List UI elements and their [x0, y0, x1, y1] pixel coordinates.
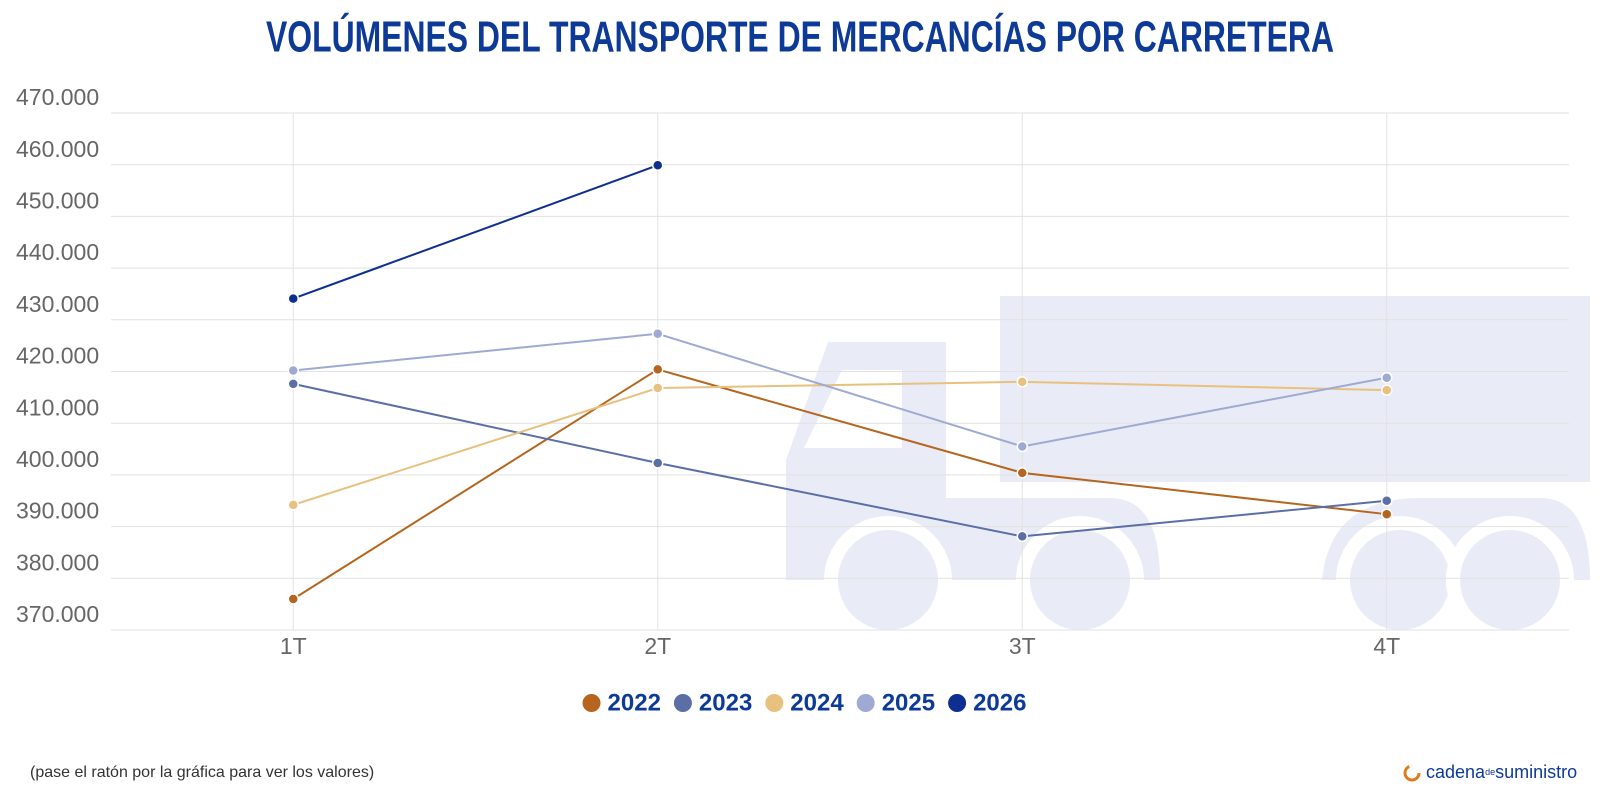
legend-marker — [948, 694, 967, 712]
series-line — [292, 368, 1387, 600]
y-tick-label: 460.000 — [16, 136, 99, 162]
y-tick-label: 420.000 — [16, 343, 99, 369]
x-tick-label: 3T — [1009, 633, 1036, 659]
data-point — [1381, 371, 1393, 384]
legend-label: 2026 — [973, 689, 1026, 716]
legend-item: 2025 — [856, 689, 935, 716]
data-point — [652, 328, 664, 340]
legend-marker — [765, 694, 784, 712]
x-tick-label: 2T — [644, 633, 671, 659]
y-tick-label: 380.000 — [16, 549, 99, 575]
plot-area: 370.000 380.000 390.000 400.000 410.000 420.0… — [16, 84, 1569, 659]
footnote: (pase el ratón por la gráfica para ver l… — [30, 764, 374, 781]
data-point — [1016, 530, 1028, 543]
y-tick-label: 440.000 — [16, 239, 99, 265]
legend-label: 2024 — [790, 689, 844, 716]
truck-background — [786, 296, 1590, 644]
data-point — [1381, 508, 1393, 520]
brand-name: cadenadesuministro — [1426, 762, 1577, 782]
legend-item: 2026 — [948, 689, 1026, 716]
data-point — [1381, 384, 1393, 396]
data-point — [1381, 495, 1393, 507]
brand-part: de — [1485, 767, 1495, 777]
logo-icon — [1403, 764, 1421, 782]
legend-label: 2025 — [882, 689, 935, 716]
legend-item: 2022 — [582, 689, 661, 716]
x-tick-label: 4T — [1373, 633, 1400, 659]
brand-logo: cadenadesuministro — [1403, 762, 1577, 782]
series-line — [292, 164, 659, 300]
legend-label: 2023 — [699, 689, 752, 716]
data-point — [287, 593, 299, 605]
data-point — [287, 499, 299, 511]
data-point — [652, 457, 664, 469]
x-tick-label: 1T — [280, 633, 307, 659]
data-point — [1016, 440, 1028, 453]
legend-marker — [673, 694, 692, 712]
legend-label: 2022 — [608, 689, 661, 716]
brand-part: suministro — [1495, 762, 1577, 782]
series-line — [292, 380, 1387, 506]
legend-marker — [582, 694, 601, 712]
series-line — [293, 332, 1387, 448]
chart-title: VOLÚMENES DEL TRANSPORTE DE MERCANCÍAS P… — [266, 12, 1334, 62]
data-point — [1016, 467, 1028, 479]
data-point — [287, 364, 299, 377]
legend-item: 2024 — [765, 689, 844, 716]
y-tick-label: 370.000 — [16, 601, 99, 627]
legend-marker — [856, 694, 875, 712]
data-point — [287, 292, 299, 305]
series-line — [293, 382, 1387, 538]
data-point — [287, 378, 299, 390]
data-point — [652, 363, 664, 376]
y-tick-label: 400.000 — [16, 446, 99, 472]
y-tick-label: 410.000 — [16, 394, 99, 420]
legend: 2022 2023 2024 2025 2026 — [582, 689, 1026, 716]
legend-item: 2023 — [673, 689, 752, 716]
y-tick-label: 470.000 — [16, 84, 99, 110]
y-tick-label: 450.000 — [16, 187, 99, 213]
data-point — [1016, 376, 1028, 388]
data-point — [652, 159, 664, 171]
y-tick-label: 430.000 — [16, 291, 99, 317]
brand-part: cadena — [1426, 762, 1486, 782]
y-tick-label: 390.000 — [16, 498, 99, 524]
data-point — [652, 382, 664, 394]
